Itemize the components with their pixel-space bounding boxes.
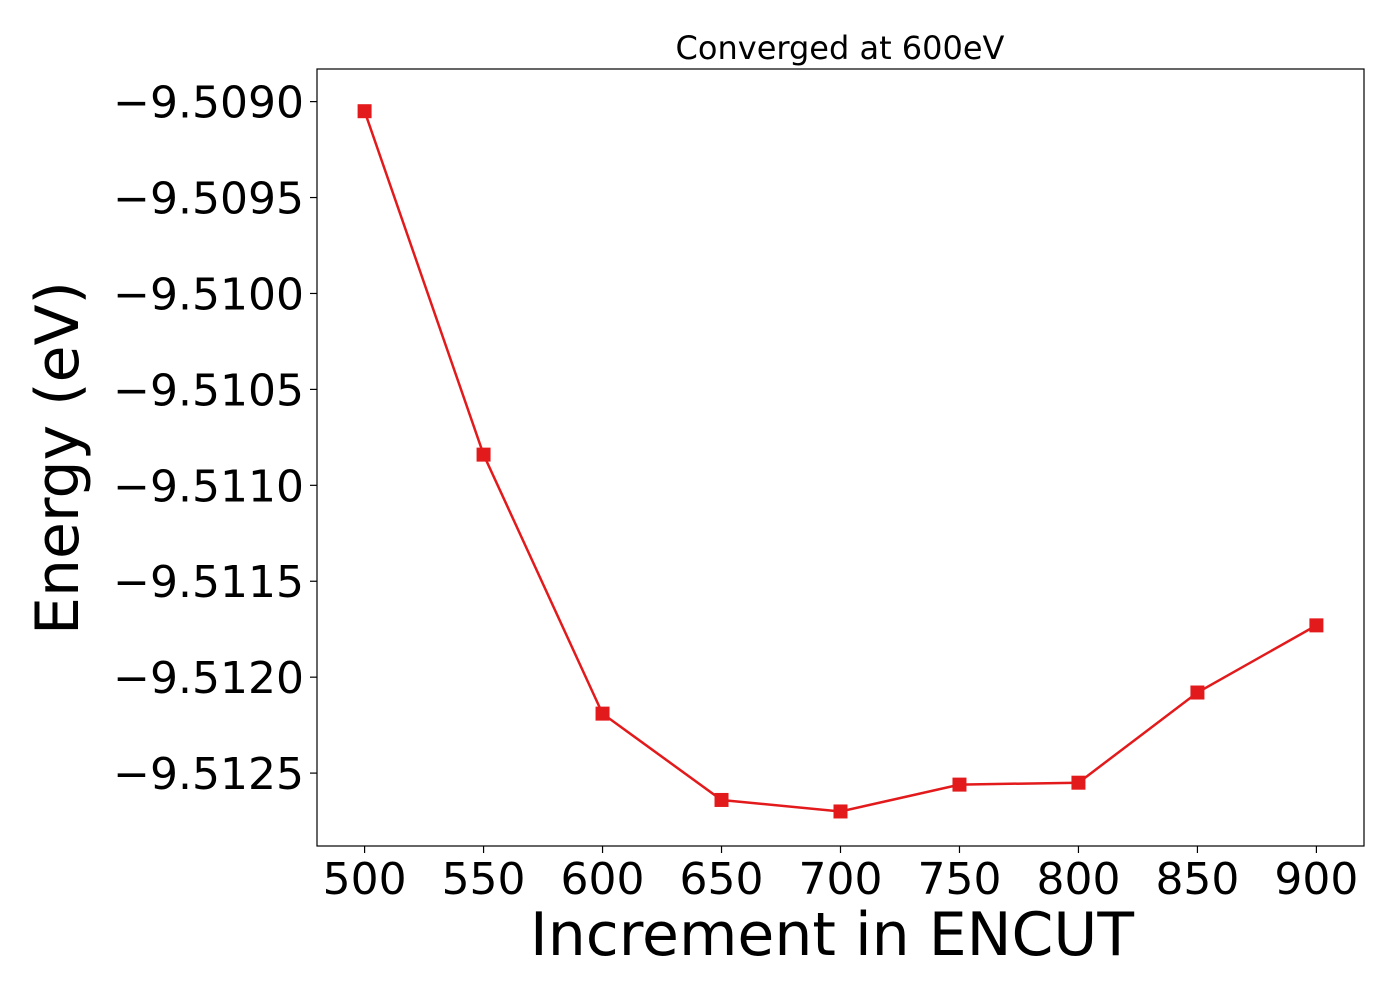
y-tick-label: −9.5120: [113, 653, 304, 704]
y-axis-label: Energy (eV): [23, 281, 93, 635]
y-tick-label: −9.5110: [113, 461, 304, 512]
x-axis-ticks: 500 550 600 650 700 750 800 850 900: [323, 846, 1358, 905]
x-tick-label: 750: [917, 854, 1001, 905]
data-point-marker: [1190, 685, 1205, 700]
x-tick-label: 850: [1155, 854, 1239, 905]
x-tick-label: 500: [323, 854, 407, 905]
data-point-marker: [595, 706, 610, 721]
x-axis-label: Increment in ENCUT: [530, 900, 1134, 970]
series-line: [363, 110, 1318, 813]
data-point-marker: [357, 104, 372, 119]
data-point-marker: [714, 792, 729, 807]
y-tick-label: −9.5125: [113, 749, 304, 800]
y-tick-label: −9.5095: [113, 174, 304, 225]
data-point-marker: [833, 804, 848, 819]
x-tick-label: 550: [442, 854, 526, 905]
data-point-marker: [476, 447, 491, 462]
x-tick-label: 650: [680, 854, 764, 905]
chart-title: Converged at 600eV: [676, 29, 1005, 67]
x-tick-label: 800: [1036, 854, 1120, 905]
y-tick-label: −9.5115: [113, 557, 304, 608]
y-tick-label: −9.5090: [113, 78, 304, 129]
x-tick-label: 600: [561, 854, 645, 905]
data-point-marker: [952, 777, 967, 792]
data-point-marker: [1071, 775, 1086, 790]
plot-area-frame: [316, 68, 1365, 847]
y-tick-label: −9.5100: [113, 269, 304, 320]
series-layer: [357, 104, 1324, 819]
x-tick-label: 700: [799, 854, 883, 905]
y-axis-ticks: −9.5090 −9.5095 −9.5100 −9.5105 −9.5110 −9.51…: [113, 78, 317, 800]
y-tick-label: −9.5105: [113, 365, 304, 416]
data-point-marker: [1309, 618, 1324, 633]
x-tick-label: 900: [1274, 854, 1358, 905]
